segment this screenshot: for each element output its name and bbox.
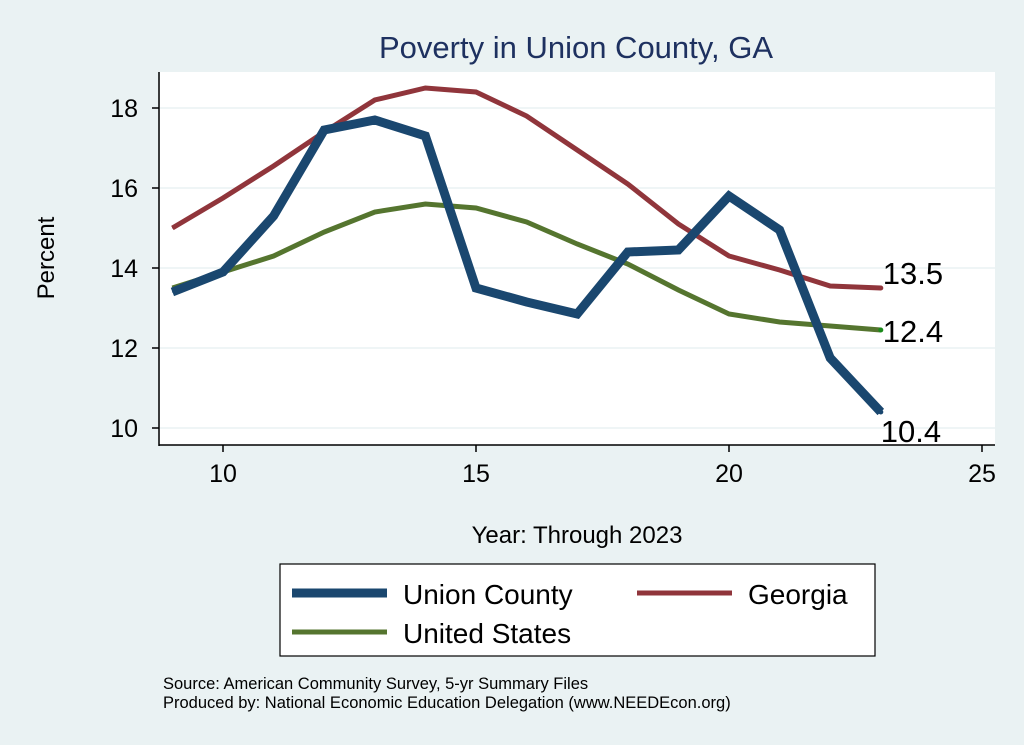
- data-point-georgia-9: [171, 227, 173, 229]
- data-point-georgia-15: [475, 91, 477, 93]
- data-point-georgia-19: [677, 223, 679, 225]
- data-point-union-county-15: [475, 287, 477, 289]
- legend: Union County Georgia United States: [279, 563, 876, 657]
- data-point-united-states-11: [273, 255, 275, 257]
- producer-note: Produced by: National Economic Education…: [163, 694, 731, 712]
- x-tick-label-10: 10: [209, 460, 237, 488]
- data-point-united-states-13: [374, 211, 376, 213]
- data-point-united-states-21: [779, 321, 781, 323]
- axis-ticks: 10 12 14 16 18 10 15 20 25: [110, 95, 996, 488]
- y-tick-label-18: 18: [110, 95, 138, 123]
- data-point-georgia-17: [576, 149, 578, 151]
- end-label-union-county: 10.4: [881, 414, 941, 449]
- end-labels: 10.4 13.5 12.4: [878, 256, 943, 449]
- end-label-united-states: 12.4: [883, 314, 943, 349]
- data-point-united-states-14: [424, 203, 426, 205]
- data-point-united-states-19: [677, 289, 679, 291]
- data-point-georgia-10: [222, 197, 224, 199]
- data-point-georgia-22: [829, 285, 831, 287]
- data-point-united-states-15: [475, 207, 477, 209]
- data-point-union-county-11: [273, 215, 275, 217]
- y-tick-label-10: 10: [110, 415, 138, 443]
- data-point-union-county-22: [829, 357, 831, 359]
- legend-box: [279, 563, 876, 657]
- y-tick-label-16: 16: [110, 175, 138, 203]
- data-point-union-county-18: [627, 251, 629, 253]
- end-marker-united-states: [878, 327, 884, 333]
- y-tick-label-12: 12: [110, 335, 138, 363]
- source-note: Source: American Community Survey, 5-yr …: [163, 675, 588, 693]
- data-point-union-county-10: [222, 271, 224, 273]
- data-point-georgia-14: [424, 87, 426, 89]
- data-point-union-county-21: [779, 229, 781, 231]
- data-point-georgia-11: [273, 165, 275, 167]
- plot-area: [160, 72, 995, 445]
- x-tick-label-25: 25: [968, 460, 996, 488]
- data-point-union-county-14: [424, 135, 426, 137]
- data-point-united-states-16: [526, 221, 528, 223]
- end-marker-union-county: [878, 409, 884, 415]
- gridlines: [160, 107, 995, 429]
- data-point-union-county-19: [677, 249, 679, 251]
- x-axis-label: Year: Through 2023: [472, 522, 683, 549]
- y-axis-label: Percent: [33, 216, 60, 299]
- end-label-georgia: 13.5: [883, 256, 943, 291]
- x-tick-label-20: 20: [715, 460, 743, 488]
- legend-label-united-states: United States: [403, 618, 571, 649]
- data-point-union-county-20: [728, 195, 730, 197]
- legend-label-union-county: Union County: [403, 579, 573, 610]
- y-tick-label-14: 14: [110, 255, 138, 283]
- data-point-united-states-20: [728, 313, 730, 315]
- data-point-georgia-13: [374, 99, 376, 101]
- data-point-union-county-9: [171, 291, 173, 293]
- data-point-united-states-12: [323, 231, 325, 233]
- data-point-georgia-20: [728, 255, 730, 257]
- x-tick-label-15: 15: [462, 460, 490, 488]
- data-point-united-states-17: [576, 243, 578, 245]
- legend-label-georgia: Georgia: [748, 579, 848, 610]
- chart-title: Poverty in Union County, GA: [379, 30, 773, 65]
- data-point-union-county-13: [374, 119, 376, 121]
- data-point-georgia-21: [779, 269, 781, 271]
- end-marker-georgia: [878, 285, 884, 291]
- data-point-united-states-18: [627, 263, 629, 265]
- series-lines: [170, 85, 885, 416]
- data-point-georgia-18: [627, 183, 629, 185]
- data-point-united-states-22: [829, 325, 831, 327]
- data-point-union-county-16: [526, 301, 528, 303]
- data-point-georgia-16: [526, 115, 528, 117]
- data-point-union-county-17: [576, 313, 578, 315]
- data-point-union-county-12: [323, 129, 325, 131]
